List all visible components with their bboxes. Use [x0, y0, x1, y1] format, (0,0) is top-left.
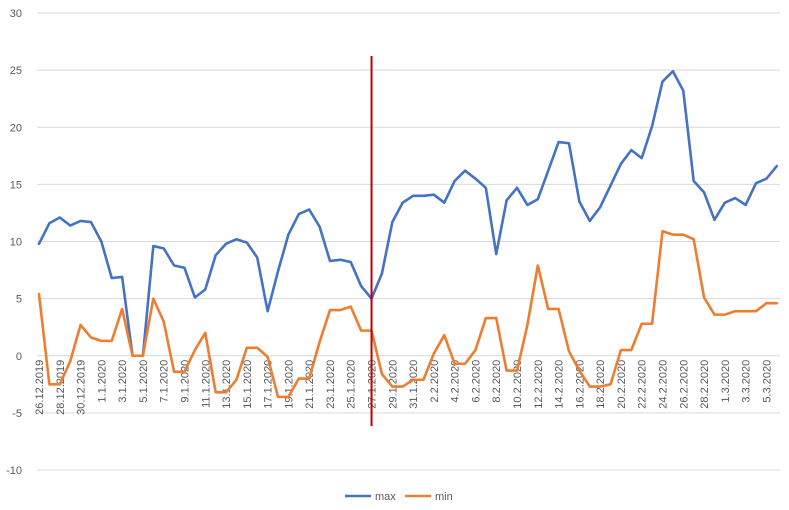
- x-tick-label: 1.1.2020: [96, 360, 108, 403]
- gridlines: [37, 12, 780, 471]
- x-tick-label: 15.1.2020: [242, 360, 254, 409]
- x-tick-label: 18.2.2020: [595, 360, 607, 409]
- x-tick-label: 4.2.2020: [450, 360, 462, 403]
- x-tick-label: 21.1.2020: [304, 360, 316, 409]
- x-tick-label: 29.1.2020: [387, 360, 399, 409]
- series-line-max: [37, 69, 779, 358]
- x-tick-label: 16.2.2020: [574, 360, 586, 409]
- x-tick-label: 13.1.2020: [221, 360, 233, 409]
- x-tick-label: 28.2.2020: [699, 360, 711, 409]
- x-tick-label: 12.2.2020: [533, 360, 545, 409]
- series-line-min: [37, 229, 779, 399]
- x-tick-label: 19.1.2020: [283, 360, 295, 409]
- x-tick-label: 2.2.2020: [429, 360, 441, 403]
- x-tick-label: 17.1.2020: [263, 360, 275, 409]
- x-tick-label: 26.12.2019: [34, 360, 46, 415]
- x-tick-label: 1.3.2020: [720, 360, 732, 403]
- x-tick-label: 7.1.2020: [159, 360, 171, 403]
- y-tick-label: 10: [10, 237, 22, 249]
- x-tick-label: 28.12.2019: [55, 360, 67, 415]
- x-tick-label: 23.1.2020: [325, 360, 337, 409]
- x-tick-label: 5.1.2020: [138, 360, 150, 403]
- y-tick-label: 0: [16, 351, 22, 363]
- legend: max min: [345, 491, 453, 503]
- legend-label-max: max: [375, 491, 396, 503]
- x-tick-label: 3.1.2020: [117, 360, 129, 403]
- series-lines: [37, 69, 779, 399]
- y-tick-label: -10: [6, 465, 22, 477]
- x-tick-label: 20.2.2020: [616, 360, 628, 409]
- x-tick-label: 11.1.2020: [200, 360, 212, 408]
- x-tick-label: 9.1.2020: [179, 360, 191, 403]
- x-tick-label: 26.2.2020: [678, 360, 690, 409]
- x-tick-label: 6.2.2020: [470, 360, 482, 403]
- y-tick-label: 5: [16, 294, 22, 306]
- x-tick-label: 30.12.2019: [76, 360, 88, 415]
- y-tick-label: 30: [10, 8, 22, 20]
- y-axis-tick-labels: -10 -5 0 5 10 15 20 25 30: [6, 8, 22, 477]
- x-tick-label: 8.2.2020: [491, 360, 503, 403]
- legend-label-min: min: [435, 491, 453, 503]
- x-tick-label: 22.2.2020: [637, 360, 649, 409]
- x-tick-label: 25.1.2020: [346, 360, 358, 409]
- y-tick-label: 25: [10, 65, 22, 77]
- x-tick-label: 14.2.2020: [554, 360, 566, 409]
- x-tick-label: 3.3.2020: [741, 360, 753, 403]
- x-axis-tick-labels: 26.12.2019 28.12.2019 30.12.2019 1.1.2020 3.…: [34, 360, 773, 415]
- x-tick-label: 24.2.2020: [657, 360, 669, 409]
- y-tick-label: 20: [10, 122, 22, 134]
- x-tick-label: 31.1.2020: [408, 360, 420, 409]
- y-tick-label: -5: [12, 408, 22, 420]
- x-tick-label: 5.3.2020: [761, 360, 773, 403]
- x-tick-label: 10.2.2020: [512, 360, 524, 409]
- y-tick-label: 15: [10, 179, 22, 191]
